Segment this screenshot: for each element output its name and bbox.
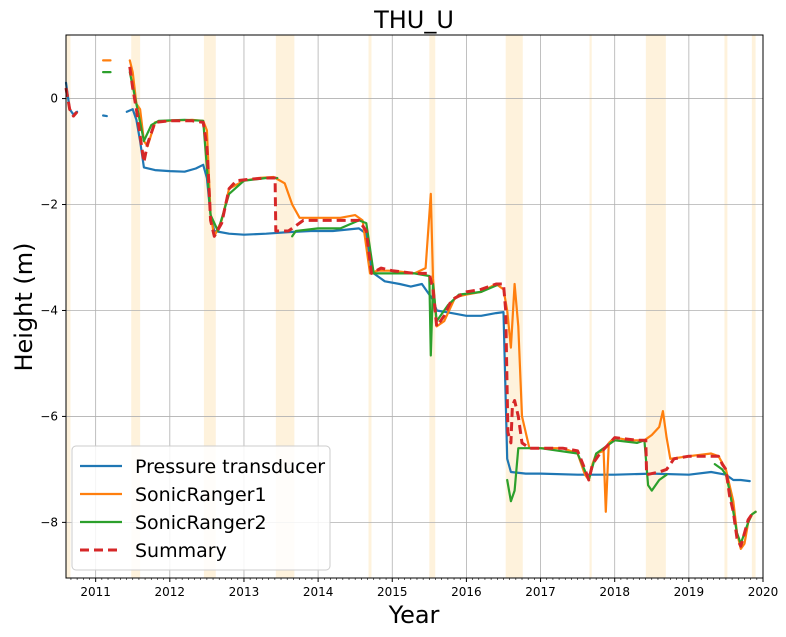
legend: Pressure transducer SonicRanger1 SonicRang… xyxy=(71,445,331,571)
x-tick-label-2017: 2017 xyxy=(525,585,556,599)
plot-area-frame xyxy=(65,34,764,579)
x-tick-label-2011: 2011 xyxy=(80,585,111,599)
series-summary xyxy=(64,66,757,548)
axis-ticks: 2011 2012 2013 2014 2015 2016 2017 2018 2019 2020… xyxy=(40,92,778,599)
shaded-period-4 xyxy=(275,35,295,578)
x-tick-label-2015: 2015 xyxy=(377,585,408,599)
shaded-period-3 xyxy=(203,35,216,578)
series-lines xyxy=(64,59,757,551)
legend-label-pressure-transducer: Pressure transducer xyxy=(135,456,325,478)
legend-label-sonicranger2: SonicRanger2 xyxy=(135,512,267,534)
series-line-pressure-transducer-2 xyxy=(101,114,108,118)
x-tick-label-2018: 2018 xyxy=(599,585,630,599)
y-tick-label-0: 0 xyxy=(50,92,58,106)
x-tick-label-2012: 2012 xyxy=(155,585,186,599)
shaded-period-8 xyxy=(589,35,592,578)
series-line-summary-1 xyxy=(64,87,79,118)
x-tick-label-2014: 2014 xyxy=(303,585,334,599)
series-line-sonicranger2-3 xyxy=(291,219,501,357)
legend-label-sonicranger1: SonicRanger1 xyxy=(135,484,267,506)
x-tick-label-2020: 2020 xyxy=(748,585,779,599)
legend-label-summary: Summary xyxy=(135,540,227,562)
y-axis-label: Height (m) xyxy=(10,242,38,371)
shaded-period-11 xyxy=(751,35,756,578)
shaded-period-10 xyxy=(724,35,728,578)
x-tick-label-2013: 2013 xyxy=(229,585,260,599)
x-tick-label-2019: 2019 xyxy=(674,585,705,599)
x-tick-label-2016: 2016 xyxy=(451,585,482,599)
y-tick-label-4: −4 xyxy=(40,303,58,317)
series-line-summary-2 xyxy=(128,66,757,548)
shaded-period-2 xyxy=(131,35,141,578)
shaded-period-5 xyxy=(368,35,372,578)
x-axis-label: Year xyxy=(388,601,440,629)
chart-title: THU_U xyxy=(373,6,454,34)
y-tick-label-6: −6 xyxy=(40,409,58,423)
shaded-period-1 xyxy=(66,35,71,578)
legend-box xyxy=(71,445,331,571)
y-tick-label-2: −2 xyxy=(40,198,58,212)
y-tick-label-8: −8 xyxy=(40,515,58,529)
shaded-period-9 xyxy=(645,35,666,578)
